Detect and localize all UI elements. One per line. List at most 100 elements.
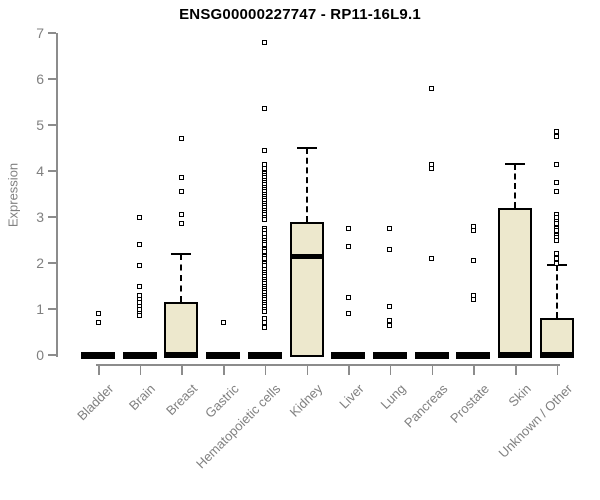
median-line <box>289 253 324 259</box>
outlier-point <box>178 189 184 195</box>
y-tick-label: 2 <box>36 255 44 271</box>
outlier-point <box>137 283 143 289</box>
x-tick <box>473 364 475 375</box>
x-tick <box>223 364 225 375</box>
outlier-point <box>470 292 476 298</box>
outlier-point <box>554 260 560 266</box>
collapsed-box <box>206 351 241 359</box>
whisker-cap <box>171 252 192 255</box>
collapsed-box <box>414 351 449 359</box>
outlier-point <box>387 318 393 323</box>
median-line <box>498 352 532 358</box>
outlier-point <box>387 226 393 231</box>
outlier-point <box>345 295 351 300</box>
outlier-point <box>137 242 143 248</box>
collapsed-box <box>81 351 115 359</box>
whisker-line <box>555 265 558 319</box>
outlier-point <box>429 161 435 167</box>
y-tick-label: 3 <box>36 209 44 225</box>
box-kidney <box>289 221 324 357</box>
outlier-point <box>95 311 101 317</box>
outlier-point <box>178 136 184 142</box>
outlier-point <box>220 320 226 326</box>
x-tick <box>515 364 517 375</box>
outlier-point <box>137 214 143 220</box>
outlier-point <box>262 255 268 261</box>
outlier-point <box>554 221 560 227</box>
y-tick <box>48 308 56 310</box>
outlier-point <box>345 226 351 231</box>
outlier-point <box>554 228 560 234</box>
x-tick-label: Pancreas <box>400 381 451 431</box>
collapsed-box <box>331 351 366 359</box>
outlier-point <box>137 313 143 319</box>
whisker-line <box>514 164 516 208</box>
outlier-point <box>137 262 143 268</box>
outlier-point <box>554 134 560 139</box>
x-tick-label: Breast <box>162 381 201 419</box>
x-tick-label: Prostate <box>447 381 492 426</box>
x-axis-line <box>96 364 560 366</box>
outlier-point <box>178 175 184 181</box>
collapsed-box <box>456 351 491 359</box>
outlier-point <box>262 249 268 254</box>
x-tick <box>348 364 350 375</box>
outlier-point <box>262 308 268 314</box>
outlier-point <box>262 230 268 236</box>
outlier-point <box>429 166 435 172</box>
outlier-point <box>262 147 268 153</box>
outlier-point <box>429 85 435 91</box>
x-tick-label: Kidney <box>286 381 326 420</box>
y-tick-label: 4 <box>36 163 44 179</box>
outlier-point <box>95 320 101 326</box>
collapsed-box <box>372 351 407 359</box>
outlier-point <box>554 237 560 243</box>
outlier-point <box>554 251 560 257</box>
collapsed-box <box>247 351 282 359</box>
outlier-point <box>470 228 476 234</box>
outlier-point <box>137 306 143 312</box>
outlier-point <box>262 262 268 268</box>
outlier-point <box>554 255 560 261</box>
chart-title: ENSG00000227747 - RP11-16L9.1 <box>179 6 421 23</box>
x-tick <box>306 364 308 375</box>
x-tick-label: Bladder <box>74 381 117 424</box>
outlier-point <box>262 324 268 330</box>
y-tick <box>48 124 56 126</box>
y-tick-label: 6 <box>36 71 44 87</box>
outlier-point <box>262 216 268 222</box>
x-tick-label: Unknown / Other <box>495 381 576 461</box>
y-axis-line <box>56 33 58 357</box>
x-tick-label: Brain <box>126 381 159 414</box>
outlier-point <box>178 221 184 227</box>
y-tick <box>48 262 56 264</box>
outlier-point <box>345 311 351 317</box>
outlier-point <box>554 129 560 135</box>
y-tick-label: 5 <box>36 117 44 133</box>
outlier-point <box>554 189 560 195</box>
whisker-line <box>180 253 183 303</box>
x-tick-label: Lung <box>377 381 409 413</box>
y-tick <box>48 32 56 34</box>
outlier-point <box>178 212 184 218</box>
outlier-point <box>345 244 351 250</box>
whisker-cap <box>505 163 525 166</box>
outlier-point <box>262 242 268 248</box>
outlier-point <box>470 258 476 264</box>
y-tick <box>48 216 56 218</box>
outlier-point <box>387 322 393 328</box>
outlier-point <box>262 106 268 112</box>
median-line <box>539 352 574 358</box>
outlier-point <box>262 161 268 167</box>
outlier-point <box>262 320 268 326</box>
x-tick-label: Skin <box>505 381 534 410</box>
outlier-point <box>262 315 268 321</box>
whisker-cap <box>296 147 317 149</box>
x-tick <box>556 364 559 375</box>
outlier-point <box>554 180 560 185</box>
outlier-point <box>470 223 476 229</box>
y-tick <box>48 78 56 80</box>
outlier-point <box>387 304 393 310</box>
x-tick <box>431 364 434 375</box>
